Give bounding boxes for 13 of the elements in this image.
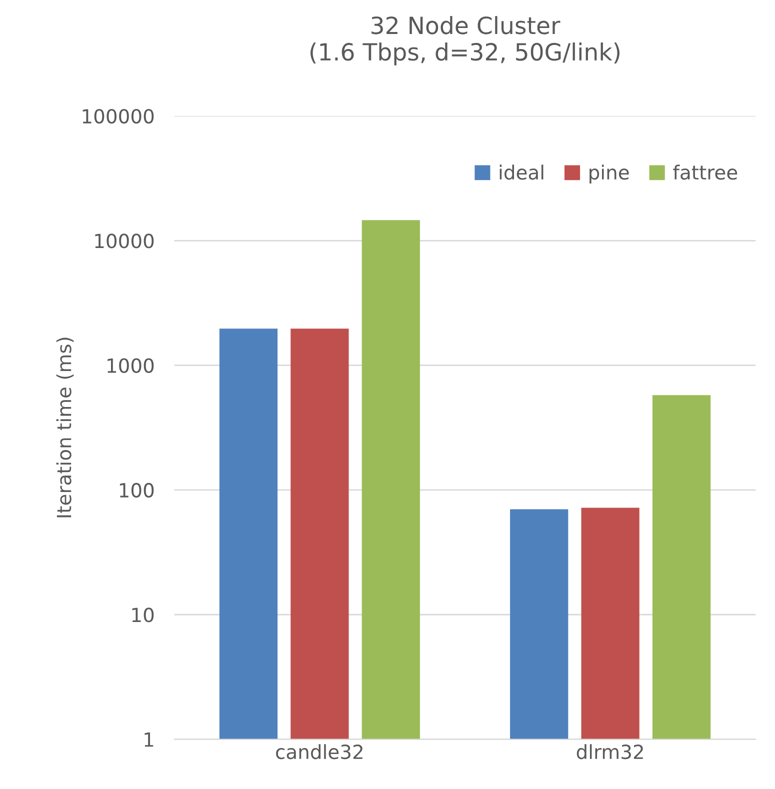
y-tick-label: 100000 <box>82 108 154 124</box>
y-tick-label: 10 <box>132 608 154 622</box>
legend-label: ideal <box>500 164 544 180</box>
y-axis-title: Iteration time (ms) <box>56 338 74 518</box>
y-tick-label: 1000 <box>108 358 154 373</box>
chart-title: 32 Node Cluster (1.6 Tbps, d=32, 50G/link) <box>310 16 620 66</box>
y-tick-label: 100 <box>120 482 154 498</box>
x-tick-label: candle32 <box>276 744 362 760</box>
x-tick-label: dlrm32 <box>576 744 643 760</box>
legend-label: pine <box>590 164 629 184</box>
y-tick-label: 1 <box>144 732 154 747</box>
y-tick-label: 10000 <box>95 234 154 248</box>
legend-label: fattree <box>673 164 738 180</box>
